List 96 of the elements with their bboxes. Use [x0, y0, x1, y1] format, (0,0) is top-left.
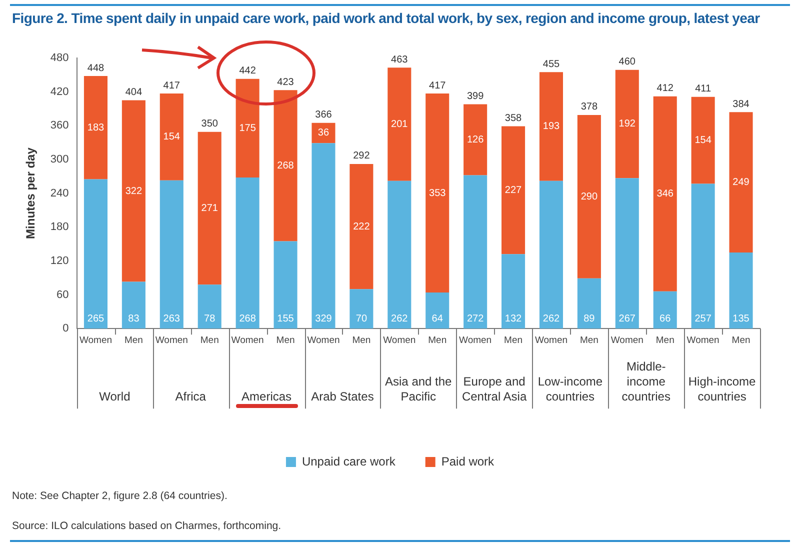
data-label: 329 — [315, 313, 332, 324]
x-tick-label: Women — [155, 334, 188, 346]
y-tick-label: 420 — [50, 86, 69, 98]
data-label: 267 — [618, 313, 636, 324]
source-note: Source: ILO calculations based on Charmes, forthcoming. — [12, 520, 282, 532]
data-label: 257 — [694, 313, 712, 324]
text: Arab States — [311, 390, 374, 404]
data-label: 66 — [660, 313, 672, 324]
y-tick-label: 240 — [50, 187, 69, 200]
text: Americas — [242, 390, 292, 404]
data-label: 346 — [656, 188, 674, 200]
data-label: 271 — [201, 202, 218, 214]
data-label: 70 — [356, 313, 368, 324]
data-label: 262 — [391, 313, 408, 324]
data-label: 192 — [618, 118, 636, 130]
x-tick-label: Men — [580, 334, 598, 346]
total-label: 417 — [429, 80, 446, 92]
total-label: 423 — [277, 76, 294, 88]
data-label: 155 — [277, 313, 294, 324]
data-label: 290 — [580, 191, 598, 202]
text: High-income countries — [688, 374, 756, 404]
y-tick-label: 360 — [50, 120, 69, 132]
x-tick-label: Women — [610, 334, 644, 346]
data-label: 222 — [353, 221, 370, 232]
y-axis-title: Minutes per day — [24, 147, 38, 239]
x-tick-label: Men — [656, 334, 674, 346]
total-label: 366 — [315, 110, 332, 121]
y-tick-label: 180 — [50, 221, 69, 234]
x-tick-label: Men — [276, 334, 295, 346]
data-label: 135 — [732, 313, 750, 324]
data-label: 154 — [163, 132, 180, 143]
data-label: 183 — [87, 122, 105, 134]
chart-title: Figure 2. Time spent daily in unpaid care work, paid work and total work, by sex, region and income group, latest year — [12, 10, 761, 26]
x-tick-label: Women — [307, 334, 340, 346]
x-tick-label: Women — [459, 334, 492, 346]
data-label: 89 — [584, 313, 596, 324]
text: Asia and the Pacific — [385, 374, 452, 404]
data-label: 227 — [504, 184, 522, 196]
x-tick-label: Men — [732, 334, 750, 346]
total-label: 358 — [504, 112, 522, 124]
data-label: 64 — [432, 313, 444, 324]
total-label: 448 — [87, 62, 105, 74]
text: Note: See Chapter 2, figure 2.8 (64 countries). — [12, 490, 228, 502]
total-label: 350 — [201, 118, 218, 130]
x-tick-label: Men — [124, 334, 143, 346]
text: World — [99, 390, 130, 404]
legend-label: Unpaid care work — [302, 454, 396, 468]
text: Low-income countries — [538, 374, 603, 404]
total-label: 460 — [618, 56, 636, 68]
x-tick-label: Women — [534, 334, 568, 346]
data-label: 126 — [466, 134, 484, 146]
total-label: 463 — [391, 54, 408, 66]
x-tick-label: Women — [79, 334, 112, 346]
total-label: 417 — [163, 80, 180, 92]
data-label: 201 — [391, 118, 408, 130]
data-label: 83 — [128, 313, 140, 324]
x-tick-label: Men — [428, 334, 447, 346]
data-label: 36 — [318, 128, 330, 139]
data-label: 132 — [504, 313, 522, 324]
y-tick-label: 120 — [50, 254, 69, 267]
data-label: 268 — [277, 160, 294, 172]
data-label: 353 — [429, 188, 446, 199]
total-label: 404 — [125, 87, 142, 98]
x-tick-label: Men — [200, 334, 219, 346]
legend-label: Paid work — [441, 454, 496, 468]
x-tick-label: Women — [383, 334, 416, 346]
data-label: 262 — [542, 313, 560, 324]
data-label: 193 — [542, 121, 560, 132]
y-tick-label: 480 — [50, 52, 69, 64]
x-tick-label: Men — [352, 334, 371, 346]
total-label: 292 — [353, 150, 370, 162]
x-tick-label: Women — [686, 334, 720, 346]
data-label: 175 — [239, 122, 256, 134]
total-label: 399 — [466, 90, 484, 102]
data-label: 263 — [163, 313, 180, 324]
text: Europe and Central Asia — [462, 374, 527, 404]
text: Middle-income countries — [622, 360, 670, 404]
data-label: 249 — [732, 177, 750, 188]
data-label: 272 — [466, 313, 484, 324]
text: Africa — [175, 390, 206, 404]
y-tick-label: 0 — [62, 322, 69, 335]
total-label: 378 — [580, 102, 598, 113]
total-label: 412 — [656, 83, 674, 94]
y-tick-label: 300 — [50, 154, 69, 166]
total-label: 455 — [542, 58, 560, 70]
data-label: 322 — [125, 186, 142, 197]
x-tick-label: Women — [231, 334, 264, 346]
data-label: 78 — [204, 313, 216, 324]
total-label: 384 — [732, 98, 750, 110]
x-tick-label: Men — [504, 334, 523, 346]
data-label: 268 — [239, 313, 256, 324]
data-label: 265 — [87, 313, 105, 324]
y-tick-label: 60 — [56, 288, 69, 301]
total-label: 442 — [239, 66, 256, 77]
total-label: 411 — [695, 84, 712, 95]
data-label: 154 — [694, 135, 712, 146]
